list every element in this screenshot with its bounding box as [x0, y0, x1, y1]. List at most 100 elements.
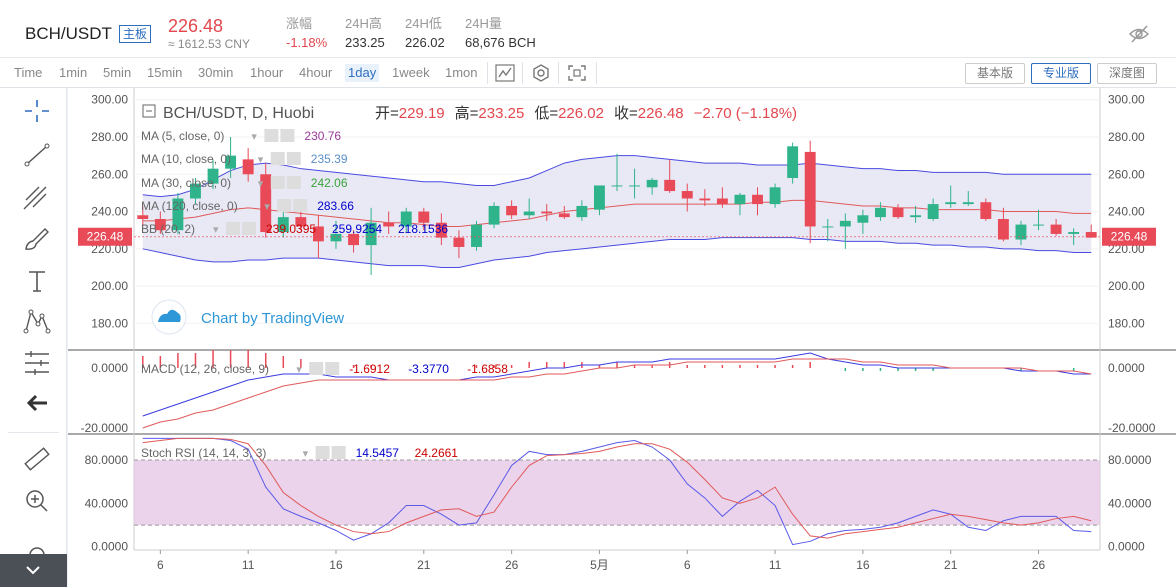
bollinger-lower: [142, 237, 1092, 268]
tf-1hour[interactable]: 1hour: [250, 65, 284, 80]
stat-label: 涨幅: [286, 16, 313, 31]
candle-body: [1068, 232, 1080, 234]
close-icon: [286, 152, 301, 165]
tf-1week[interactable]: 1week: [392, 65, 430, 80]
low-value: 226.02: [558, 105, 604, 122]
close-label: 收=: [614, 105, 638, 122]
stoch-tick-label-right: 40.0000: [1108, 496, 1152, 510]
tradingview-watermark[interactable]: Chart by TradingView: [151, 299, 344, 335]
candle-body: [1033, 224, 1044, 226]
back-arrow-icon[interactable]: [21, 388, 53, 418]
view-pro-button[interactable]: 专业版: [1031, 63, 1091, 84]
tf-30min[interactable]: 30min: [198, 65, 234, 80]
indicator-legend: MA (5, close, 0) ▾ 230.76 MA (10, close, 0)…: [141, 129, 508, 460]
fullscreen-icon[interactable]: [566, 63, 588, 83]
macd-tick-label-right: -20.0000: [1108, 421, 1156, 435]
axes: 300.00 300.00 280.00 280.00 260.00 260.00 240.…: [78, 93, 1156, 572]
close-icon: [331, 446, 346, 459]
candle-body: [330, 233, 342, 242]
dropdown-icon: ▾: [258, 178, 264, 190]
price-tick-label-right: 280.00: [1108, 130, 1145, 144]
ruler-icon[interactable]: [21, 444, 53, 474]
macd-tick-label-left: -20.0000: [81, 421, 129, 435]
tf-15min[interactable]: 15min: [147, 65, 183, 80]
tf-1mon[interactable]: 1mon: [445, 65, 478, 80]
tf-4hour[interactable]: 4hour: [299, 65, 333, 80]
time-tick-label: 16: [856, 558, 870, 572]
dropdown-icon: ▾: [258, 154, 264, 166]
stoch-tick-label-left: 80.0000: [85, 453, 129, 467]
candle-body: [137, 215, 149, 219]
bollinger-band-area: [142, 155, 1092, 268]
candle-body: [190, 183, 201, 199]
ohlc-readout: 开=229.19 高=233.25 低=226.02 收=226.48 −2.70 (−…: [375, 105, 797, 122]
zoom-in-icon[interactable]: [21, 486, 53, 516]
candle-body: [716, 198, 728, 205]
price-tick-label-right: 260.00: [1108, 167, 1145, 181]
eye-off-icon[interactable]: [1128, 23, 1150, 45]
candle-body: [260, 174, 272, 233]
price-tick-label-left: 240.00: [91, 205, 128, 219]
candle-body: [172, 198, 184, 231]
chart-panel[interactable]: 300.00 300.00 280.00 280.00 260.00 260.00 240.…: [68, 88, 1176, 587]
price-tick-label-left: 280.00: [91, 130, 128, 144]
stoch-tick-label-right: 80.0000: [1108, 453, 1152, 467]
candle-body: [400, 211, 412, 227]
candle-body: [857, 215, 869, 223]
macd-value: -1.6858: [467, 362, 508, 376]
stoch-tick-label-right: 0.0000: [1108, 540, 1145, 554]
price-tick-label-left: 180.00: [91, 316, 128, 330]
chart-toolbar: Time 1min 5min 15min 30min 1hour 4hour 1…: [0, 58, 1176, 88]
pattern-tool-icon[interactable]: [21, 306, 53, 336]
candle-body: [453, 237, 465, 247]
tf-5min[interactable]: 5min: [103, 65, 132, 80]
board-badge: 主板: [119, 25, 152, 43]
collapse-legend-icon[interactable]: [142, 104, 156, 118]
bb-value: 218.1536: [398, 222, 448, 236]
macd-tick-label-right: 0.0000: [1108, 361, 1145, 375]
stat-value: 226.02: [405, 35, 445, 50]
settings-icon: [270, 176, 285, 189]
tf-1min[interactable]: 1min: [59, 65, 88, 80]
close-icon: [286, 176, 301, 189]
macd-signal-line: [142, 358, 1092, 429]
ma5-label: MA (5, close, 0): [141, 129, 224, 143]
dropdown-icon: ▾: [264, 201, 270, 213]
depth-chart-button[interactable]: 深度图: [1097, 63, 1157, 84]
tf-1day[interactable]: 1day: [345, 64, 380, 82]
candle-body: [980, 202, 992, 219]
view-basic-button[interactable]: 基本版: [965, 63, 1025, 84]
price-tick-label-right: 200.00: [1108, 279, 1145, 293]
stoch-rsi-pane: [134, 437, 1100, 546]
stat-label: 24H低: [405, 16, 442, 31]
gear-icon[interactable]: [530, 63, 552, 83]
candle-body: [277, 217, 289, 233]
candle-body: [541, 211, 553, 214]
candle-body: [1015, 224, 1027, 240]
time-tick-label: 16: [329, 558, 343, 572]
collapse-tools-button[interactable]: [0, 554, 67, 587]
stat-label: 24H高: [345, 16, 382, 31]
pitchfork-icon[interactable]: [21, 182, 53, 212]
price-tick-label-left: 200.00: [91, 279, 128, 293]
stoch-tick-label-left: 40.0000: [85, 496, 129, 510]
trend-line-icon[interactable]: [21, 140, 53, 170]
high-value: 233.25: [478, 105, 524, 122]
crosshair-icon[interactable]: [21, 96, 53, 126]
candle-body: [927, 204, 939, 219]
candle-body: [734, 194, 746, 205]
pair-name[interactable]: BCH/USDT: [25, 24, 112, 43]
chart-type-icon[interactable]: [494, 63, 516, 83]
candlestick-chart[interactable]: 300.00 300.00 280.00 280.00 260.00 260.00 240.…: [68, 88, 1176, 587]
toolbar-divider: [487, 62, 488, 84]
candle-body: [506, 205, 518, 216]
bollinger-fill: [142, 155, 1092, 268]
text-tool-icon[interactable]: [21, 266, 53, 296]
candle-body: [892, 207, 904, 218]
prediction-tool-icon[interactable]: [21, 348, 53, 378]
price-tick-label-left: 260.00: [91, 167, 128, 181]
tf-time[interactable]: Time: [14, 65, 43, 80]
last-price-tag-right: [1102, 227, 1156, 246]
time-tick-label: 26: [505, 558, 519, 572]
brush-icon[interactable]: [21, 224, 53, 254]
